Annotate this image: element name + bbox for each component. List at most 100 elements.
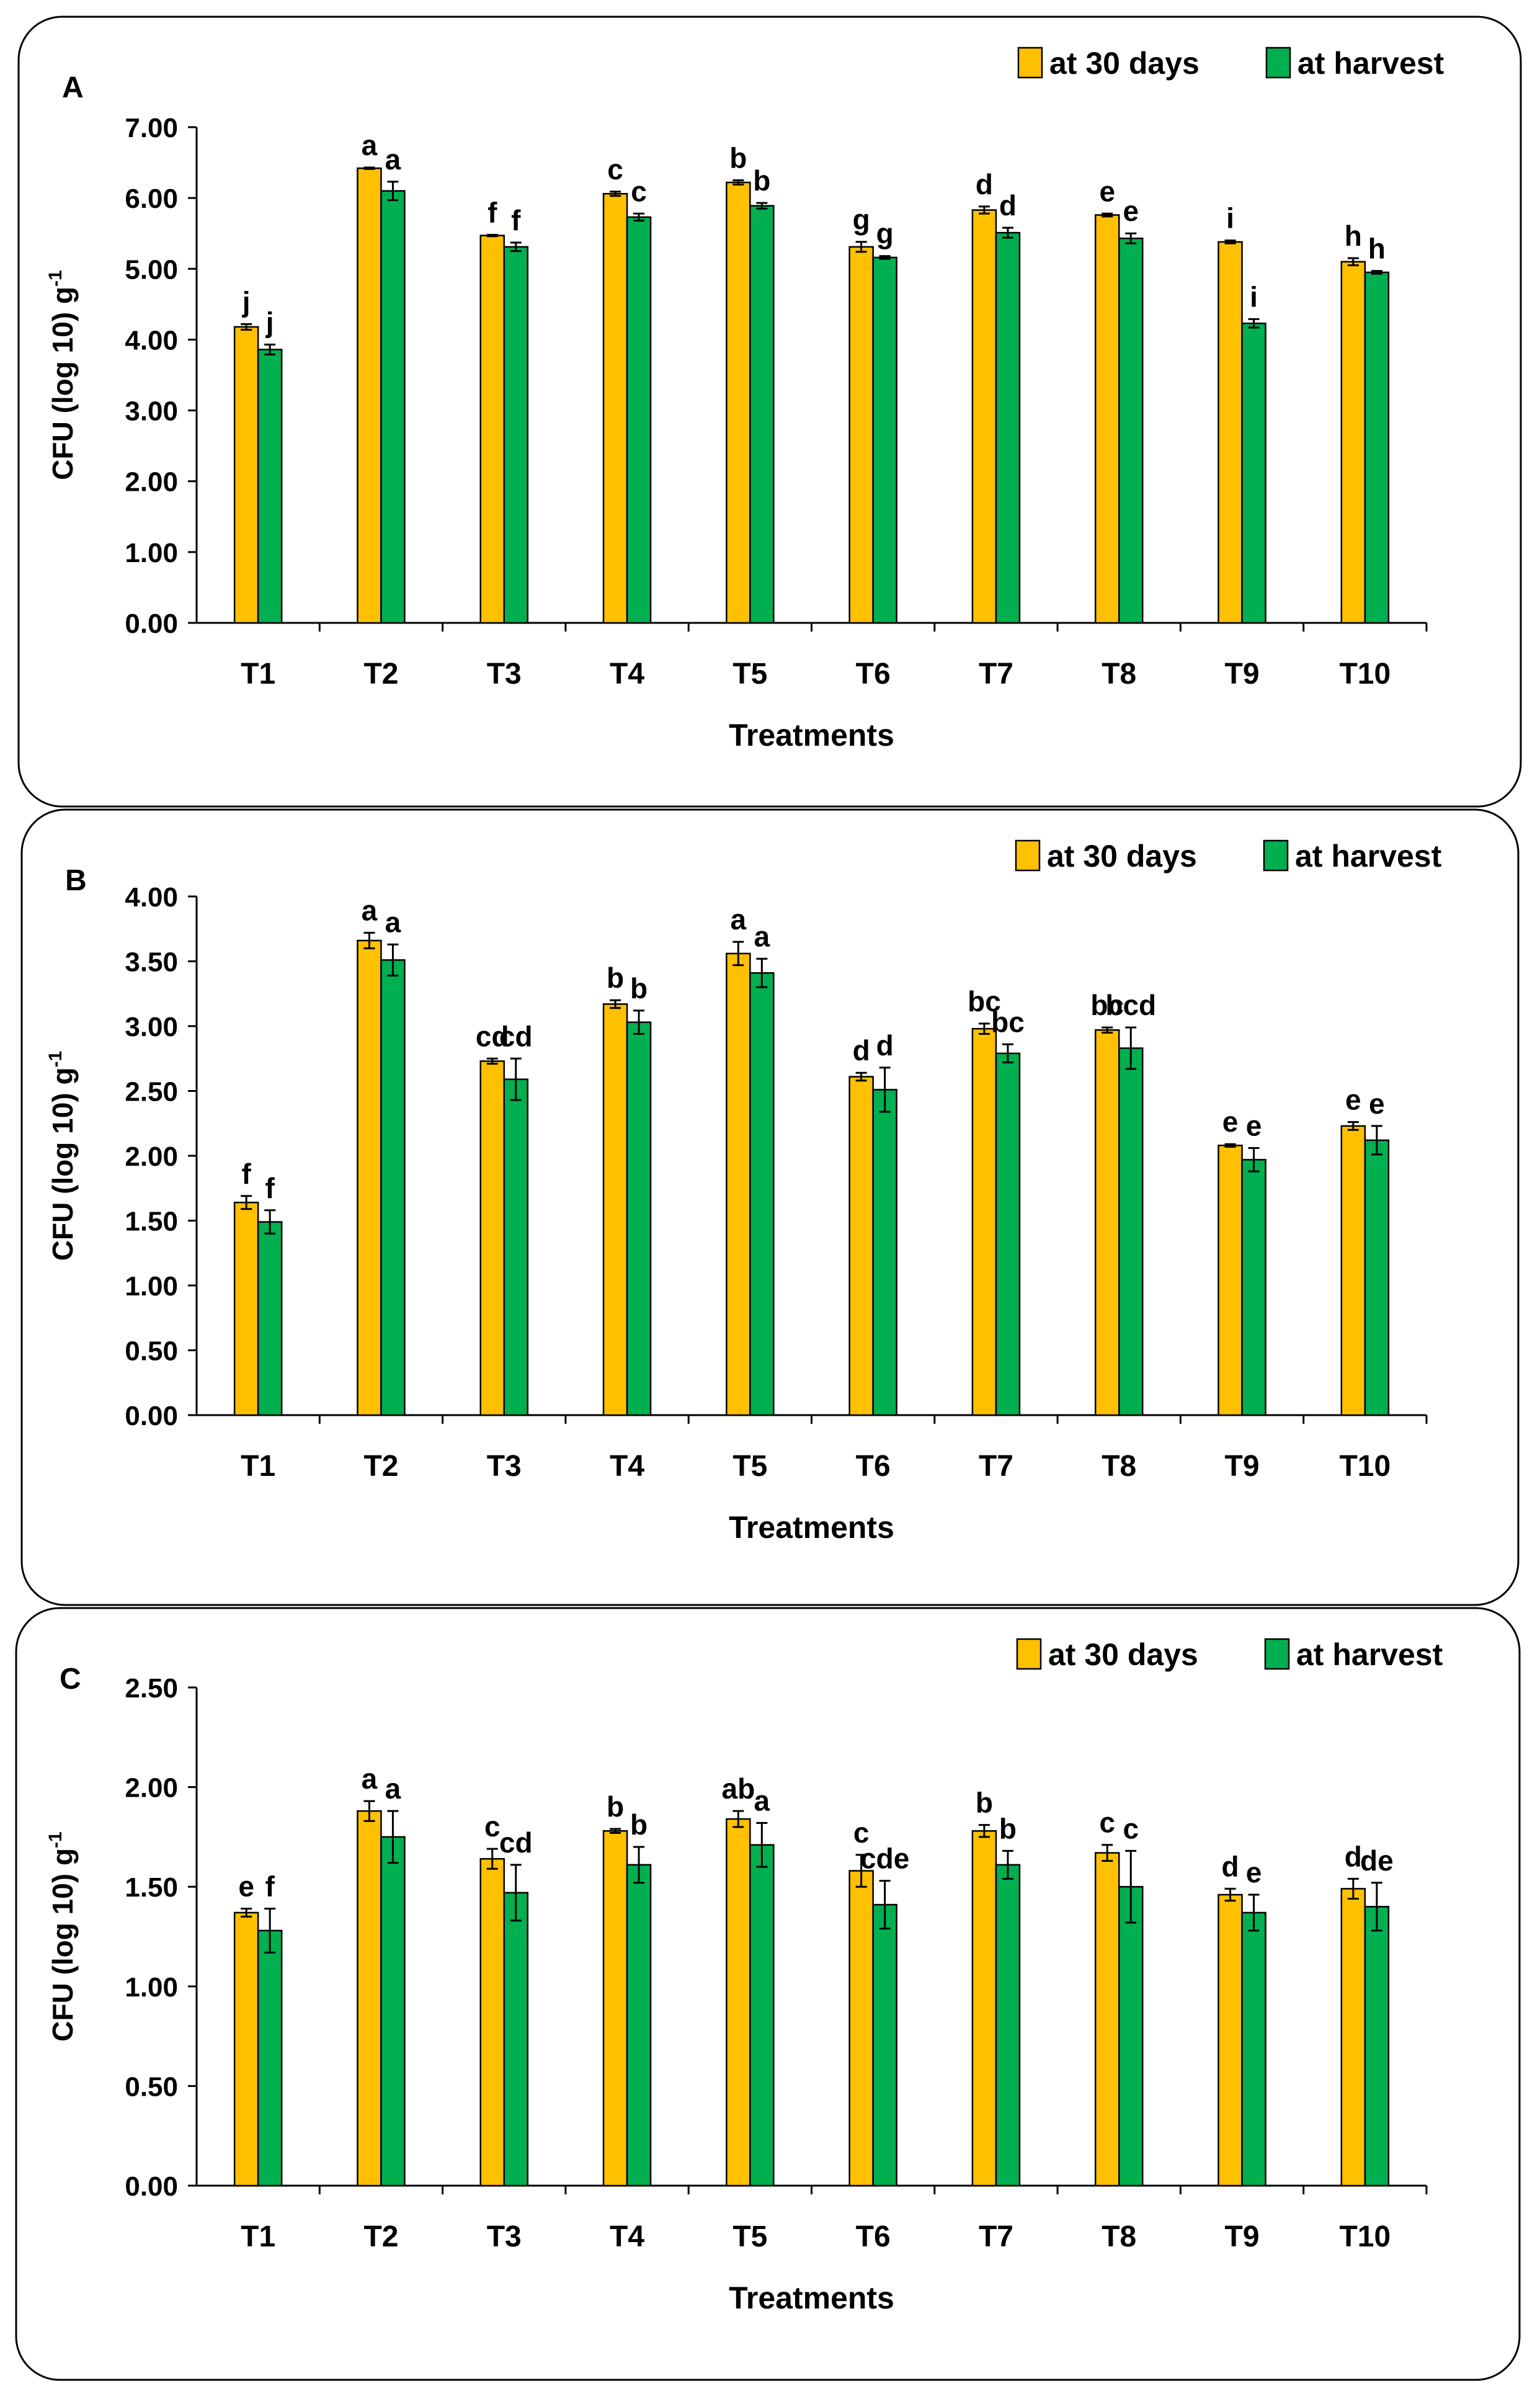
bar-30-days-t4 bbox=[602, 193, 628, 624]
y-axis-title-main: CFU (log 10) g bbox=[47, 1848, 79, 2042]
x-tick-label: T2 bbox=[363, 1450, 398, 1483]
bar-harvest-t5 bbox=[749, 1844, 775, 2187]
bar-30-days-t9 bbox=[1217, 241, 1243, 624]
significance-letter: c bbox=[1099, 1807, 1115, 1839]
significance-letter: a bbox=[754, 920, 770, 952]
significance-letter: cd bbox=[499, 1020, 533, 1052]
significance-letter: c bbox=[1123, 1812, 1139, 1844]
x-axis-title: Treatments bbox=[729, 1510, 894, 1545]
x-tick-label: T9 bbox=[1225, 2220, 1260, 2253]
y-tick-label: 6.00 bbox=[125, 184, 178, 214]
chart-panel-a: A 0.00 1.00 2.00 3.00 4.00 5.00 6.00 7.00 CFU (lo… bbox=[17, 16, 1522, 808]
significance-letter: a bbox=[362, 1763, 378, 1795]
legend-swatch-30-days bbox=[1016, 1638, 1042, 1670]
significance-letter: b bbox=[607, 1790, 624, 1823]
legend-swatch-harvest bbox=[1264, 1638, 1290, 1670]
significance-letter: j bbox=[265, 306, 274, 338]
x-tick-label: T6 bbox=[856, 2220, 891, 2253]
significance-letter: e bbox=[1246, 1109, 1262, 1142]
y-tick-label: 2.50 bbox=[125, 1673, 178, 1704]
panel-border bbox=[15, 1607, 1521, 2381]
y-tick-label: 4.00 bbox=[125, 882, 178, 913]
legend-label-30-days: at 30 days bbox=[1049, 46, 1200, 81]
legend-label-30-days: at 30 days bbox=[1048, 1637, 1198, 1672]
significance-letter: g bbox=[853, 203, 870, 236]
bar-harvest-t6 bbox=[872, 256, 897, 624]
bar-30-days-t6 bbox=[848, 1870, 874, 2187]
bar-30-days-t1 bbox=[233, 326, 259, 624]
y-tick-label: 1.50 bbox=[125, 1207, 178, 1237]
y-axis-title: CFU (log 10) g-1 bbox=[45, 270, 79, 480]
bar-30-days-t2 bbox=[357, 1810, 382, 2187]
y-tick-label: 0.50 bbox=[125, 1336, 178, 1367]
significance-letter: cd bbox=[476, 1020, 509, 1052]
panel-border bbox=[17, 16, 1522, 808]
x-tick-label: T3 bbox=[487, 1450, 522, 1483]
bar-harvest-t2 bbox=[380, 1836, 406, 2187]
bar-30-days-t5 bbox=[726, 952, 751, 1416]
x-tick-label: T4 bbox=[610, 2220, 644, 2253]
y-tick-label: 1.50 bbox=[125, 1872, 178, 1903]
significance-letter: h bbox=[1345, 220, 1362, 252]
bar-harvest-t1 bbox=[257, 349, 283, 624]
significance-letter: d bbox=[853, 1034, 870, 1066]
x-tick-label: T5 bbox=[732, 2220, 767, 2253]
y-tick-label: 2.00 bbox=[125, 1773, 178, 1803]
bar-30-days-t9 bbox=[1217, 1893, 1243, 2187]
bar-harvest-t8 bbox=[1118, 1885, 1144, 2187]
significance-letter: b bbox=[630, 972, 648, 1004]
significance-letter: cde bbox=[860, 1843, 909, 1875]
bar-harvest-t7 bbox=[995, 1864, 1021, 2187]
y-axis-title-superscript: -1 bbox=[45, 1051, 66, 1068]
x-tick-label: T3 bbox=[487, 2220, 522, 2253]
significance-letter: e bbox=[238, 1870, 254, 1903]
y-axis-title-main: CFU (log 10) g bbox=[47, 287, 79, 480]
x-tick-label: T5 bbox=[732, 658, 767, 690]
significance-letter: i bbox=[1226, 202, 1234, 235]
bar-harvest-t4 bbox=[626, 1021, 652, 1416]
bar-30-days-t8 bbox=[1095, 1852, 1120, 2187]
x-tick-label: T3 bbox=[487, 658, 522, 690]
x-tick-label: T8 bbox=[1102, 658, 1136, 690]
significance-letter: h bbox=[1368, 233, 1386, 265]
bar-30-days-t7 bbox=[971, 209, 997, 624]
significance-letter: f bbox=[265, 1870, 275, 1903]
y-tick-label: 2.50 bbox=[125, 1077, 178, 1107]
bar-30-days-t4 bbox=[602, 1003, 628, 1416]
x-tick-label: T2 bbox=[363, 2220, 398, 2253]
significance-letter: b bbox=[753, 164, 770, 197]
bar-harvest-t3 bbox=[503, 1892, 528, 2187]
x-tick-label: T4 bbox=[610, 1450, 644, 1483]
bar-harvest-t5 bbox=[749, 972, 775, 1416]
significance-letter: d bbox=[876, 1029, 894, 1061]
x-tick-label: T10 bbox=[1339, 1450, 1391, 1483]
bar-30-days-t4 bbox=[602, 1830, 628, 2187]
significance-letter: a bbox=[385, 1772, 401, 1805]
y-tick-label: 0.50 bbox=[125, 2071, 178, 2102]
significance-letter: a bbox=[362, 129, 378, 161]
significance-letter: b bbox=[976, 1787, 993, 1819]
significance-letter: e bbox=[1369, 1088, 1385, 1120]
bar-harvest-t2 bbox=[380, 190, 406, 624]
bar-30-days-t8 bbox=[1095, 1029, 1120, 1416]
significance-letter: bc bbox=[968, 985, 1001, 1017]
panel-label: C bbox=[60, 1663, 81, 1696]
x-tick-label: T2 bbox=[363, 658, 398, 690]
significance-letter: c bbox=[607, 153, 623, 185]
x-tick-label: T6 bbox=[856, 658, 891, 690]
x-tick-label: T8 bbox=[1102, 1450, 1136, 1483]
y-tick-label: 4.00 bbox=[125, 325, 178, 355]
x-tick-label: T7 bbox=[979, 1450, 1013, 1483]
significance-letter: b bbox=[729, 142, 747, 174]
bar-harvest-t9 bbox=[1241, 1159, 1266, 1416]
bar-30-days-t10 bbox=[1340, 261, 1366, 624]
x-tick-label: T1 bbox=[241, 658, 275, 690]
bar-harvest-t9 bbox=[1241, 1911, 1266, 2187]
significance-letter: g bbox=[876, 218, 894, 250]
chart-panel-c: C 0.00 0.50 1.00 1.50 2.00 2.50 CFU (log 10) g-… bbox=[15, 1607, 1521, 2381]
bar-harvest-t7 bbox=[995, 1052, 1021, 1416]
x-tick-label: T7 bbox=[979, 2220, 1013, 2253]
significance-letter: bc bbox=[1090, 989, 1124, 1021]
bar-30-days-t2 bbox=[357, 167, 382, 624]
